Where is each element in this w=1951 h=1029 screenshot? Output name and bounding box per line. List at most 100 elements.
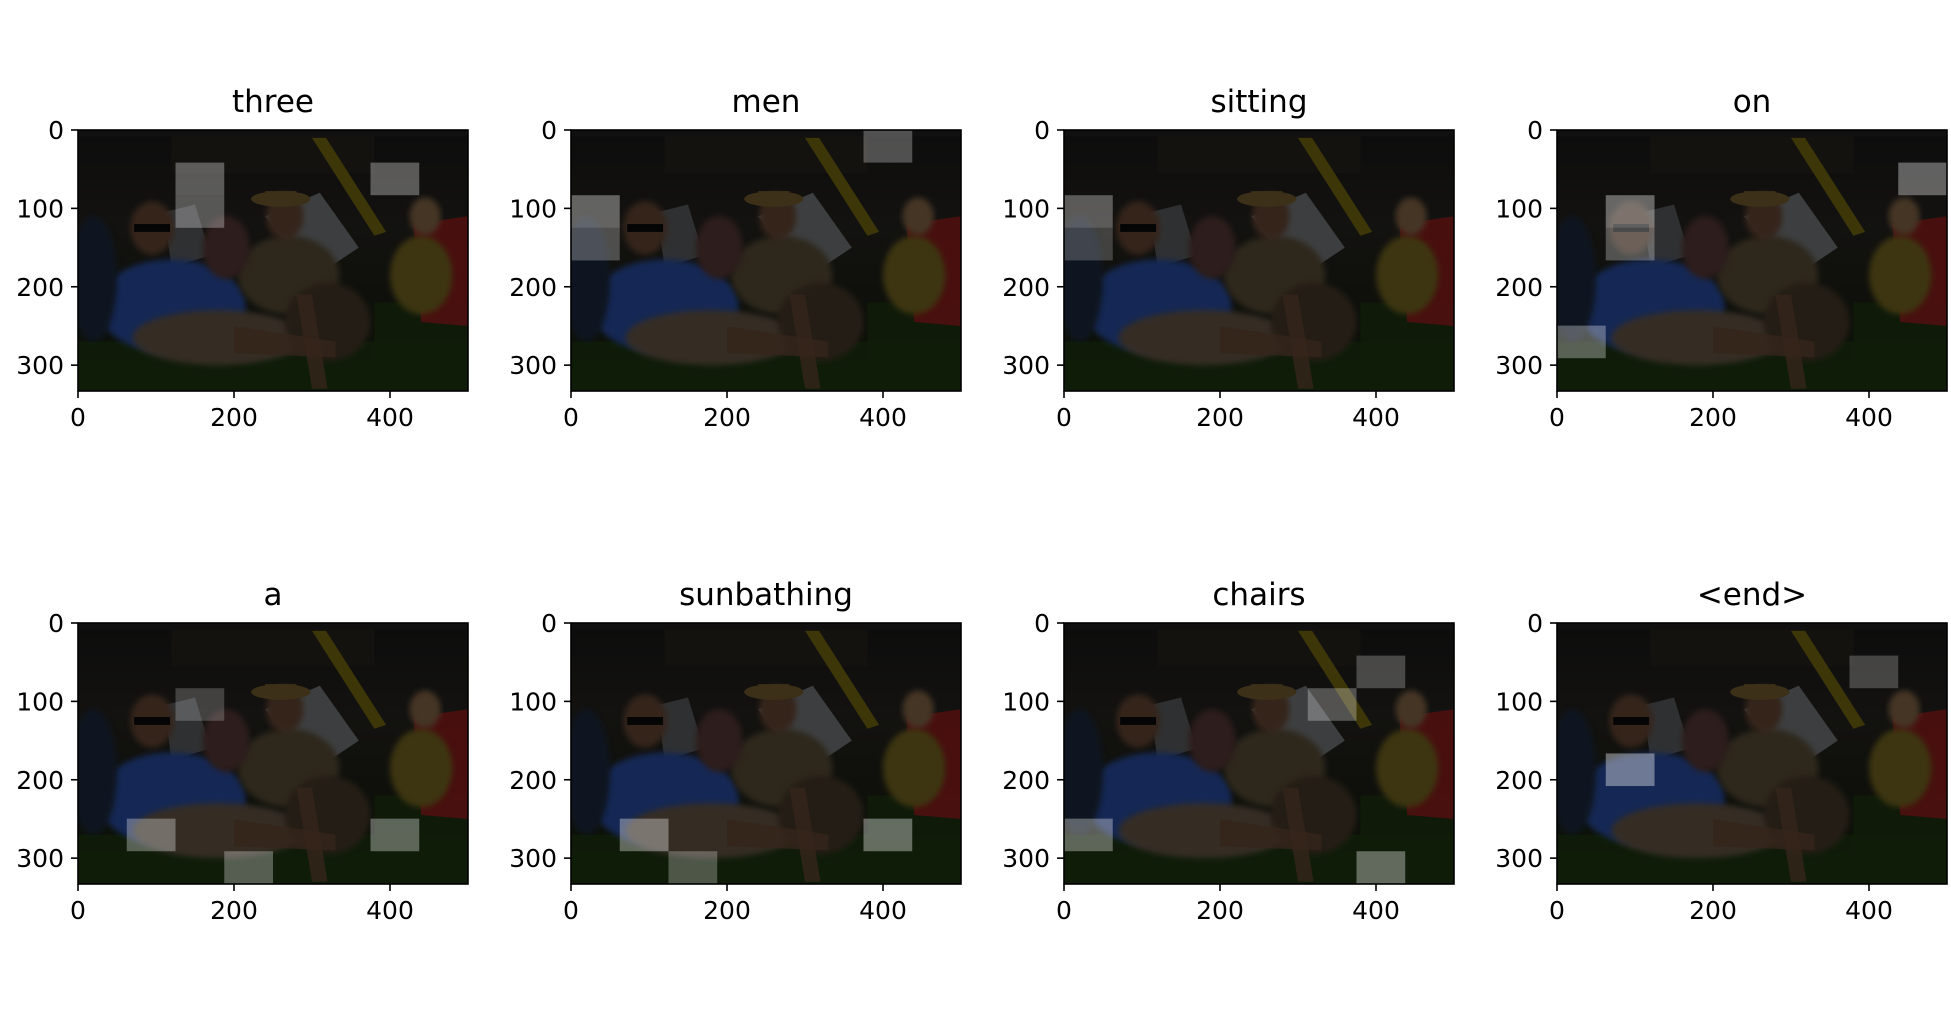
axes-frame [1556,622,1948,885]
axes-frame [77,622,469,885]
attention-cell [1557,325,1606,359]
attention-cell [1356,655,1406,689]
x-tick-label: 200 [210,403,258,432]
attention-panel: chairs 0 200 400 0 100 200 300 [1002,577,1455,925]
axes-frame [570,129,962,392]
x-tick-label: 0 [70,896,86,925]
x-tick-label: 400 [859,403,907,432]
attention-panel: men 0 200 400 0 100 200 300 [509,84,962,432]
attention-overlay [78,130,468,391]
photo-image [78,623,468,884]
y-tick-label: 0 [1527,609,1543,638]
attention-overlay [1064,130,1454,391]
attention-cell [224,851,273,884]
attention-cell [175,162,225,196]
photo-image [1557,623,1947,884]
attention-cell [863,130,913,163]
attention-cell [1064,195,1113,228]
photo-image [571,623,961,884]
attention-panel: three 0 200 400 0 100 200 300 [16,84,469,432]
y-tick-label: 100 [1495,194,1543,223]
y-tick-label: 0 [1527,116,1543,145]
attention-cell [571,227,620,261]
attention-cell [619,818,669,852]
panel-title: sunbathing [679,577,853,613]
attention-cell [1605,753,1655,787]
x-tick-label: 0 [563,403,579,432]
attention-panel: <end> 0 200 400 0 100 200 300 [1495,577,1948,925]
attention-cell [1898,162,1947,196]
x-tick-label: 200 [703,403,751,432]
y-tick-label: 100 [509,687,557,716]
x-tick-label: 200 [1689,896,1737,925]
y-tick-label: 0 [1034,116,1050,145]
y-tick-label: 200 [1002,766,1050,795]
photo-image [1064,623,1454,884]
x-tick-label: 200 [1689,403,1737,432]
panels-layer: three 0 200 400 0 100 200 300 men 0 200 400 0 100 200 3… [16,84,1948,925]
x-tick-label: 200 [703,896,751,925]
axes-frame [77,129,469,392]
attention-cell [1849,655,1899,689]
y-tick-label: 300 [16,351,64,380]
y-tick-label: 0 [48,609,64,638]
attention-panel: sitting 0 200 400 0 100 200 300 [1002,84,1455,432]
attention-cell [1064,818,1113,852]
attention-cell [1605,227,1655,261]
panel-title: <end> [1697,577,1807,613]
photo-image [1557,130,1947,391]
axes-frame [1063,622,1455,885]
y-tick-label: 100 [16,194,64,223]
photo-image [571,130,961,391]
y-tick-label: 200 [509,766,557,795]
x-tick-label: 0 [1549,403,1565,432]
panel-title: a [264,577,283,613]
y-tick-label: 0 [541,609,557,638]
attention-overlay [571,623,961,884]
attention-cell [175,195,225,228]
y-tick-label: 200 [16,766,64,795]
attention-panel: sunbathing 0 200 400 0 100 200 300 [509,577,962,925]
attention-panel: on 0 200 400 0 100 200 300 [1495,84,1948,432]
x-tick-label: 400 [1845,403,1893,432]
attention-panel: a 0 200 400 0 100 200 300 [16,577,469,925]
y-tick-label: 300 [16,844,64,873]
axes-frame [570,622,962,885]
x-tick-label: 400 [366,403,414,432]
attention-cell [370,162,420,196]
x-tick-label: 400 [1352,403,1400,432]
attention-cell [1605,195,1655,228]
y-tick-label: 100 [1002,194,1050,223]
y-tick-label: 100 [1495,687,1543,716]
y-tick-label: 200 [1002,273,1050,302]
x-tick-label: 400 [859,896,907,925]
y-tick-label: 200 [509,273,557,302]
y-tick-label: 100 [509,194,557,223]
x-tick-label: 0 [1549,896,1565,925]
x-tick-label: 400 [366,896,414,925]
attention-overlay [1557,623,1947,884]
photo-image [1064,130,1454,391]
x-tick-label: 200 [1196,403,1244,432]
panel-title: chairs [1212,577,1305,613]
y-tick-label: 0 [48,116,64,145]
panel-title: men [732,84,801,120]
y-tick-label: 300 [509,351,557,380]
attention-overlay [78,623,468,884]
panel-title: sitting [1210,84,1307,120]
attention-cell [1064,227,1113,261]
x-tick-label: 400 [1845,896,1893,925]
attention-overlay [1557,130,1947,391]
axes-frame [1556,129,1948,392]
x-tick-label: 0 [563,896,579,925]
y-tick-label: 0 [541,116,557,145]
attention-cell [1356,851,1406,884]
x-tick-label: 200 [210,896,258,925]
photo-image [78,130,468,391]
attention-cell [175,688,225,721]
panel-title: three [232,84,314,120]
attention-cell [370,818,420,852]
attention-overlay [1064,623,1454,884]
y-tick-label: 200 [1495,273,1543,302]
